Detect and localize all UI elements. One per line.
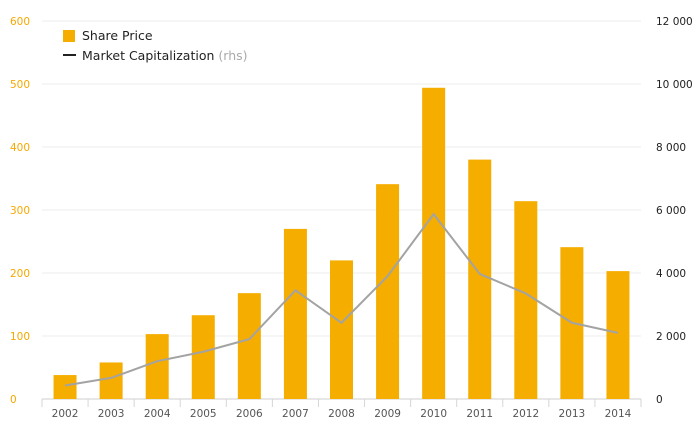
y-right-tick-label: 2 000 bbox=[656, 331, 686, 343]
legend-swatch-share-price bbox=[63, 30, 75, 42]
x-tick-label: 2008 bbox=[328, 408, 355, 420]
bar-2012 bbox=[514, 201, 538, 399]
x-tick-label: 2006 bbox=[236, 408, 263, 420]
bar-2014 bbox=[606, 271, 630, 399]
legend-label-share-price: Share Price bbox=[82, 28, 153, 43]
x-axis-labels: 2002 2003 2004 2005 2006 2007 2008 2009 2010 2011… bbox=[52, 408, 632, 420]
x-tick-label: 2010 bbox=[420, 408, 447, 420]
x-axis-ticks bbox=[41, 399, 642, 407]
y-right-tick-label: 8 000 bbox=[656, 142, 686, 154]
x-tick-label: 2009 bbox=[374, 408, 401, 420]
bar-2003 bbox=[99, 362, 123, 399]
bar-2005 bbox=[191, 315, 215, 399]
x-tick-label: 2012 bbox=[512, 408, 539, 420]
x-tick-label: 2011 bbox=[466, 408, 493, 420]
x-tick-label: 2007 bbox=[282, 408, 309, 420]
x-tick-label: 2003 bbox=[98, 408, 125, 420]
legend-label-market-cap: Market Capitalization (rhs) bbox=[82, 48, 248, 63]
left-y-axis: 0 100 200 300 400 500 600 bbox=[10, 16, 30, 406]
y-right-tick-label: 12 000 bbox=[656, 16, 693, 28]
bar-2004 bbox=[145, 334, 169, 399]
legend-market-cap-suffix: (rhs) bbox=[218, 48, 247, 63]
bar-2010 bbox=[422, 87, 446, 399]
y-left-tick-label: 100 bbox=[10, 331, 30, 343]
y-right-tick-label: 4 000 bbox=[656, 268, 686, 280]
market-cap-line bbox=[64, 213, 619, 387]
bar-2009 bbox=[376, 184, 400, 399]
y-left-tick-label: 300 bbox=[10, 205, 30, 217]
x-tick-label: 2013 bbox=[559, 408, 586, 420]
share-price-bars bbox=[53, 87, 630, 399]
market-cap-polyline bbox=[64, 213, 619, 387]
x-tick-label: 2005 bbox=[190, 408, 217, 420]
y-left-tick-label: 600 bbox=[10, 16, 30, 28]
y-right-tick-label: 6 000 bbox=[656, 205, 686, 217]
right-y-axis: 0 2 000 4 000 6 000 8 000 10 000 12 000 bbox=[656, 16, 693, 406]
legend-market-cap-name: Market Capitalization bbox=[82, 48, 214, 63]
bar-2002 bbox=[53, 375, 77, 399]
bar-2008 bbox=[330, 260, 353, 399]
x-tick-label: 2014 bbox=[605, 408, 632, 420]
y-left-tick-label: 400 bbox=[10, 142, 30, 154]
y-left-tick-label: 200 bbox=[10, 268, 30, 280]
y-left-tick-label: 0 bbox=[10, 394, 17, 406]
y-right-tick-label: 0 bbox=[656, 394, 663, 406]
bar-2006 bbox=[237, 293, 261, 399]
x-tick-label: 2002 bbox=[52, 408, 79, 420]
legend: Share Price Market Capitalization (rhs) bbox=[63, 28, 248, 63]
bar-2007 bbox=[283, 228, 307, 399]
bar-2011 bbox=[468, 159, 492, 399]
y-right-tick-label: 10 000 bbox=[656, 79, 693, 91]
x-tick-label: 2004 bbox=[144, 408, 171, 420]
y-left-tick-label: 500 bbox=[10, 79, 30, 91]
